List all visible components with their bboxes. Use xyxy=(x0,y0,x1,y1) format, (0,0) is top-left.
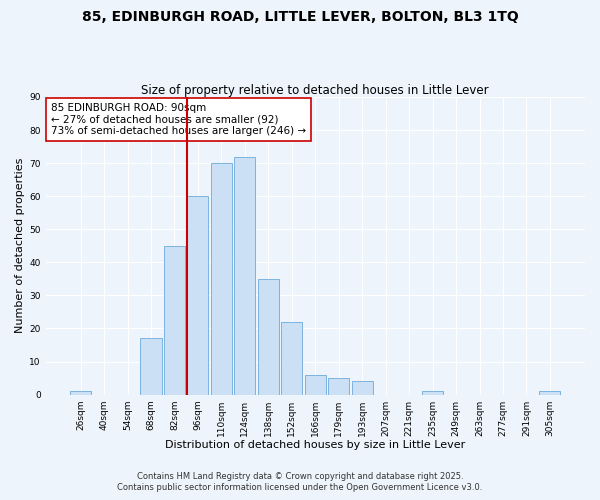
Y-axis label: Number of detached properties: Number of detached properties xyxy=(15,158,25,334)
Bar xyxy=(211,163,232,394)
Text: Contains HM Land Registry data © Crown copyright and database right 2025.
Contai: Contains HM Land Registry data © Crown c… xyxy=(118,472,482,492)
Bar xyxy=(187,196,208,394)
Bar xyxy=(422,392,443,394)
Bar xyxy=(305,375,326,394)
Bar xyxy=(70,392,91,394)
Bar xyxy=(164,246,185,394)
Bar xyxy=(140,338,161,394)
Text: 85, EDINBURGH ROAD, LITTLE LEVER, BOLTON, BL3 1TQ: 85, EDINBURGH ROAD, LITTLE LEVER, BOLTON… xyxy=(82,10,518,24)
Bar xyxy=(258,279,279,394)
Bar xyxy=(235,156,256,394)
Bar xyxy=(352,382,373,394)
Bar xyxy=(281,322,302,394)
Bar xyxy=(328,378,349,394)
Title: Size of property relative to detached houses in Little Lever: Size of property relative to detached ho… xyxy=(142,84,489,97)
X-axis label: Distribution of detached houses by size in Little Lever: Distribution of detached houses by size … xyxy=(165,440,466,450)
Text: 85 EDINBURGH ROAD: 90sqm
← 27% of detached houses are smaller (92)
73% of semi-d: 85 EDINBURGH ROAD: 90sqm ← 27% of detach… xyxy=(51,103,306,136)
Bar xyxy=(539,392,560,394)
